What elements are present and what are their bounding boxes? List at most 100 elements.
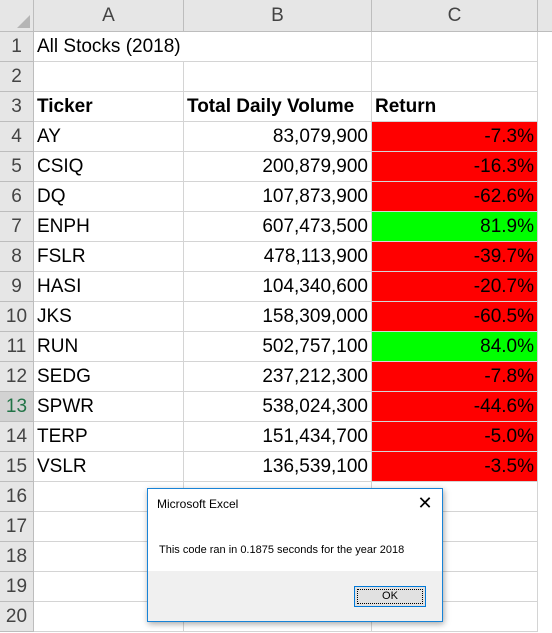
row-header-9[interactable]: 9 — [0, 272, 34, 302]
row-header-10[interactable]: 10 — [0, 302, 34, 332]
row-header-17[interactable]: 17 — [0, 512, 34, 542]
return-cell[interactable]: -3.5% — [372, 452, 538, 482]
ticker-cell[interactable]: ENPH — [34, 212, 184, 242]
volume-cell[interactable]: 151,434,700 — [184, 422, 372, 452]
return-cell[interactable]: -62.6% — [372, 182, 538, 212]
row-header-1[interactable]: 1 — [0, 32, 34, 62]
row-header-2[interactable]: 2 — [0, 62, 34, 92]
row-header-14[interactable]: 14 — [0, 422, 34, 452]
table-row: RUN 502,757,100 84.0% — [34, 332, 552, 362]
message-dialog: Microsoft Excel ✕ This code ran in 0.187… — [147, 488, 443, 622]
select-all-triangle-icon — [17, 15, 30, 28]
empty-cell[interactable] — [372, 602, 538, 632]
ticker-header[interactable]: Ticker — [34, 92, 184, 122]
row-header-19[interactable]: 19 — [0, 572, 34, 602]
cell-b2[interactable] — [184, 62, 372, 92]
return-cell[interactable]: -5.0% — [372, 422, 538, 452]
row-header-12[interactable]: 12 — [0, 362, 34, 392]
return-cell[interactable]: 81.9% — [372, 212, 538, 242]
return-cell[interactable]: -7.3% — [372, 122, 538, 152]
empty-cell[interactable] — [372, 542, 538, 572]
ticker-cell[interactable]: SPWR — [34, 392, 184, 422]
cell-c2[interactable] — [372, 62, 538, 92]
table-row: CSIQ 200,879,900 -16.3% — [34, 152, 552, 182]
volume-cell[interactable]: 107,873,900 — [184, 182, 372, 212]
volume-cell[interactable]: 538,024,300 — [184, 392, 372, 422]
ticker-cell[interactable]: TERP — [34, 422, 184, 452]
cell-c1[interactable] — [372, 32, 538, 62]
ticker-cell[interactable]: FSLR — [34, 242, 184, 272]
column-header-a[interactable]: A — [34, 0, 184, 32]
return-header[interactable]: Return — [372, 92, 538, 122]
volume-cell[interactable]: 136,539,100 — [184, 452, 372, 482]
table-row: ENPH 607,473,500 81.9% — [34, 212, 552, 242]
empty-cell[interactable] — [372, 572, 538, 602]
row-header-3[interactable]: 3 — [0, 92, 34, 122]
select-all-corner[interactable] — [0, 0, 34, 32]
return-cell[interactable]: -44.6% — [372, 392, 538, 422]
row-header-8[interactable]: 8 — [0, 242, 34, 272]
ok-button-label: OK — [382, 590, 398, 602]
return-cell[interactable]: -7.8% — [372, 362, 538, 392]
dialog-message: This code ran in 0.1875 seconds for the … — [159, 544, 405, 556]
table-row: AY 83,079,900 -7.3% — [34, 122, 552, 152]
volume-cell[interactable]: 478,113,900 — [184, 242, 372, 272]
return-cell[interactable]: -39.7% — [372, 242, 538, 272]
row-header-11[interactable]: 11 — [0, 332, 34, 362]
ticker-cell[interactable]: CSIQ — [34, 152, 184, 182]
column-header-c[interactable]: C — [372, 0, 538, 32]
ticker-cell[interactable]: SEDG — [34, 362, 184, 392]
cell-b1[interactable] — [184, 32, 372, 62]
table-row: VSLR 136,539,100 -3.5% — [34, 452, 552, 482]
volume-cell[interactable]: 607,473,500 — [184, 212, 372, 242]
ok-button[interactable]: OK — [354, 586, 426, 607]
return-cell[interactable]: -16.3% — [372, 152, 538, 182]
return-cell[interactable]: -60.5% — [372, 302, 538, 332]
table-row: HASI 104,340,600 -20.7% — [34, 272, 552, 302]
ticker-cell[interactable]: HASI — [34, 272, 184, 302]
row-header-15[interactable]: 15 — [0, 452, 34, 482]
ticker-cell[interactable]: AY — [34, 122, 184, 152]
row-header-7[interactable]: 7 — [0, 212, 34, 242]
volume-header[interactable]: Total Daily Volume — [184, 92, 372, 122]
table-row: DQ 107,873,900 -62.6% — [34, 182, 552, 212]
row-header-6[interactable]: 6 — [0, 182, 34, 212]
volume-cell[interactable]: 83,079,900 — [184, 122, 372, 152]
row-header-16[interactable]: 16 — [0, 482, 34, 512]
cell-a2[interactable] — [34, 62, 184, 92]
column-header-d[interactable] — [538, 0, 552, 32]
table-row: SEDG 237,212,300 -7.8% — [34, 362, 552, 392]
return-cell[interactable]: -20.7% — [372, 272, 538, 302]
row-header-5[interactable]: 5 — [0, 152, 34, 182]
row-header-13[interactable]: 13 — [0, 392, 34, 422]
dialog-body: This code ran in 0.1875 seconds for the … — [148, 520, 442, 571]
volume-cell[interactable]: 158,309,000 — [184, 302, 372, 332]
dialog-title: Microsoft Excel — [148, 489, 442, 520]
sheet-title-cell[interactable]: All Stocks (2018) — [34, 32, 184, 62]
return-cell[interactable]: 84.0% — [372, 332, 538, 362]
volume-cell[interactable]: 104,340,600 — [184, 272, 372, 302]
focus-rectangle — [357, 589, 423, 604]
sheet-row-1: All Stocks (2018) — [34, 32, 552, 62]
ticker-cell[interactable]: RUN — [34, 332, 184, 362]
row-header-4[interactable]: 4 — [0, 122, 34, 152]
volume-cell[interactable]: 502,757,100 — [184, 332, 372, 362]
table-row: JKS 158,309,000 -60.5% — [34, 302, 552, 332]
table-row: TERP 151,434,700 -5.0% — [34, 422, 552, 452]
ticker-cell[interactable]: VSLR — [34, 452, 184, 482]
volume-cell[interactable]: 237,212,300 — [184, 362, 372, 392]
empty-cell[interactable] — [372, 482, 538, 512]
row-header-20[interactable]: 20 — [0, 602, 34, 632]
close-icon[interactable]: ✕ — [417, 493, 433, 513]
row-header-18[interactable]: 18 — [0, 542, 34, 572]
table-row: SPWR 538,024,300 -44.6% — [34, 392, 552, 422]
column-header-b[interactable]: B — [184, 0, 372, 32]
empty-cell[interactable] — [372, 512, 538, 542]
sheet-row-2 — [34, 62, 552, 92]
ticker-cell[interactable]: DQ — [34, 182, 184, 212]
ticker-cell[interactable]: JKS — [34, 302, 184, 332]
volume-cell[interactable]: 200,879,900 — [184, 152, 372, 182]
header-row: Ticker Total Daily Volume Return — [34, 92, 552, 122]
table-row: FSLR 478,113,900 -39.7% — [34, 242, 552, 272]
